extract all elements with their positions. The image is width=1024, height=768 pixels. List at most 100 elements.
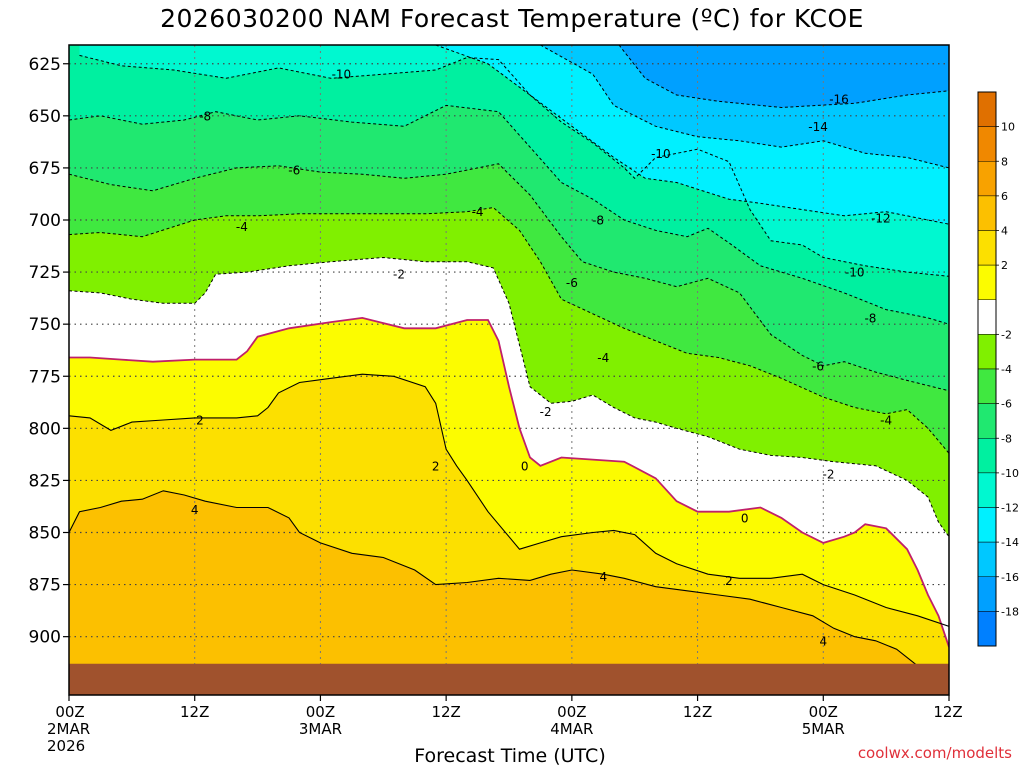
x-tick-label-36-0: 12Z: [431, 703, 460, 721]
contour-label: 0: [741, 511, 749, 525]
y-tick-label-775: 775: [29, 367, 61, 387]
contour-label-group: -4: [597, 351, 609, 365]
color-bar-label--10: -10: [1001, 467, 1019, 480]
x-tick-label-12-0: 12Z: [180, 703, 209, 721]
contour-label-group: -2: [823, 468, 835, 482]
contour-label: -14: [808, 120, 828, 134]
contour-label: -10: [332, 68, 352, 82]
color-bar-label--8: -8: [1001, 432, 1012, 445]
color-bar-swatch--4: [977, 334, 997, 370]
x-tick-label-72-1: 5MAR: [802, 720, 845, 738]
plot-area: [69, 45, 949, 695]
contour-line--2: [69, 256, 949, 537]
contour-label-group: -8: [199, 109, 211, 123]
terrain-ground: [69, 663, 949, 695]
contour-label-group: 4: [819, 634, 827, 648]
contour-label-group: -8: [864, 311, 876, 325]
y-tick-label-725: 725: [29, 263, 61, 283]
y-tick-label-625: 625: [29, 55, 61, 75]
chart-title: 2026030200 NAM Forecast Temperature (ºC)…: [160, 4, 864, 33]
contour-label-group: -14: [808, 120, 828, 134]
contour-label-group: -4: [472, 205, 484, 219]
contour-label: -8: [199, 109, 211, 123]
color-bar-swatch--2: [977, 299, 997, 335]
contour-label: -6: [812, 359, 824, 373]
x-tick-label-0-2: 2026: [47, 737, 85, 755]
contour-label: -4: [236, 220, 248, 234]
color-bar-swatch--14: [977, 507, 997, 543]
x-axis-title: Forecast Time (UTC): [414, 745, 606, 767]
color-bar-swatch--20: [977, 611, 997, 647]
contour-line--12: [435, 45, 949, 225]
x-tick-label-84-0: 12Z: [933, 703, 962, 721]
y-tick-label-675: 675: [29, 159, 61, 179]
contour-label: -4: [472, 205, 484, 219]
contour-label-group: -10: [332, 68, 352, 82]
color-bar-swatch--8: [977, 403, 997, 439]
contour-line-4: [69, 490, 949, 692]
contour-label-group: -16: [829, 93, 849, 107]
color-bar-label--16: -16: [1001, 571, 1019, 584]
y-tick-label-850: 850: [29, 524, 61, 544]
contour-label: -4: [597, 351, 609, 365]
contour-label: -8: [592, 214, 604, 228]
color-bar-border: [977, 91, 997, 647]
y-tick-label-875: 875: [29, 576, 61, 596]
contour-label: -2: [393, 268, 405, 282]
contour-label-group: -4: [880, 414, 892, 428]
color-bar-label--12: -12: [1001, 502, 1019, 515]
band-below--16: [619, 45, 949, 108]
color-bar-label--2: -2: [1001, 328, 1012, 341]
contour-label-group: -2: [540, 405, 552, 419]
color-bar-label--6: -6: [1001, 398, 1012, 411]
y-tick-label-700: 700: [29, 211, 61, 231]
contour-line--10: [79, 54, 949, 277]
contour-label: -2: [540, 405, 552, 419]
color-bar-swatch-6: [977, 161, 997, 197]
contour-label-group: -8: [592, 214, 604, 228]
y-tick-label-825: 825: [29, 471, 61, 491]
contour-line-2: [69, 373, 949, 627]
contour-line--14: [540, 45, 949, 169]
contour-label-group: 2: [196, 414, 204, 428]
contour-label: -8: [864, 311, 876, 325]
contour-label-group: -4: [236, 220, 248, 234]
color-bar-swatch--6: [977, 368, 997, 404]
x-tick-label-60-0: 12Z: [683, 703, 712, 721]
color-bar-label-10: 10: [1001, 121, 1015, 134]
color-bar-swatch-0: [977, 264, 997, 300]
contour-line--8: [69, 104, 949, 325]
contour-label-group: 4: [599, 570, 607, 584]
color-bar-swatch-4: [977, 195, 997, 231]
contour-label-group: -6: [812, 359, 824, 373]
color-bar-swatch-8: [977, 126, 997, 162]
contour-label-group: 2: [725, 574, 733, 588]
color-bar-swatch--12: [977, 472, 997, 508]
contour-label: 2: [432, 459, 440, 473]
contour-label: 4: [599, 570, 607, 584]
color-bar-label-8: 8: [1001, 155, 1008, 168]
y-tick-label-900: 900: [29, 628, 61, 648]
color-bar-label--14: -14: [1001, 536, 1019, 549]
contour-label: -6: [288, 164, 300, 178]
contour-label: 4: [191, 503, 199, 517]
credit-link[interactable]: coolwx.com/modelts: [857, 744, 1012, 762]
color-bar-swatch-10: [977, 91, 997, 127]
x-tick-label-48-1: 4MAR: [550, 720, 593, 738]
contour-label-group: -6: [566, 276, 578, 290]
x-tick-label-72-0: 00Z: [809, 703, 838, 721]
color-bar-label-2: 2: [1001, 259, 1008, 272]
color-bar-swatch--10: [977, 438, 997, 474]
contour-label-group: -10: [651, 147, 671, 161]
contour-label-group: 4: [191, 503, 199, 517]
color-bar-swatch--18: [977, 576, 997, 612]
contour-label: -10: [845, 266, 865, 280]
contour-label: -10: [651, 147, 671, 161]
contour-label: -6: [566, 276, 578, 290]
plot-border: [68, 44, 950, 696]
x-tick-label-0-1: 2MAR: [47, 720, 90, 738]
axes: 62565067570072575077580082585087590000Z2…: [29, 55, 963, 755]
x-tick-label-0-0: 00Z: [55, 703, 84, 721]
contour-line-0: [69, 316, 949, 648]
